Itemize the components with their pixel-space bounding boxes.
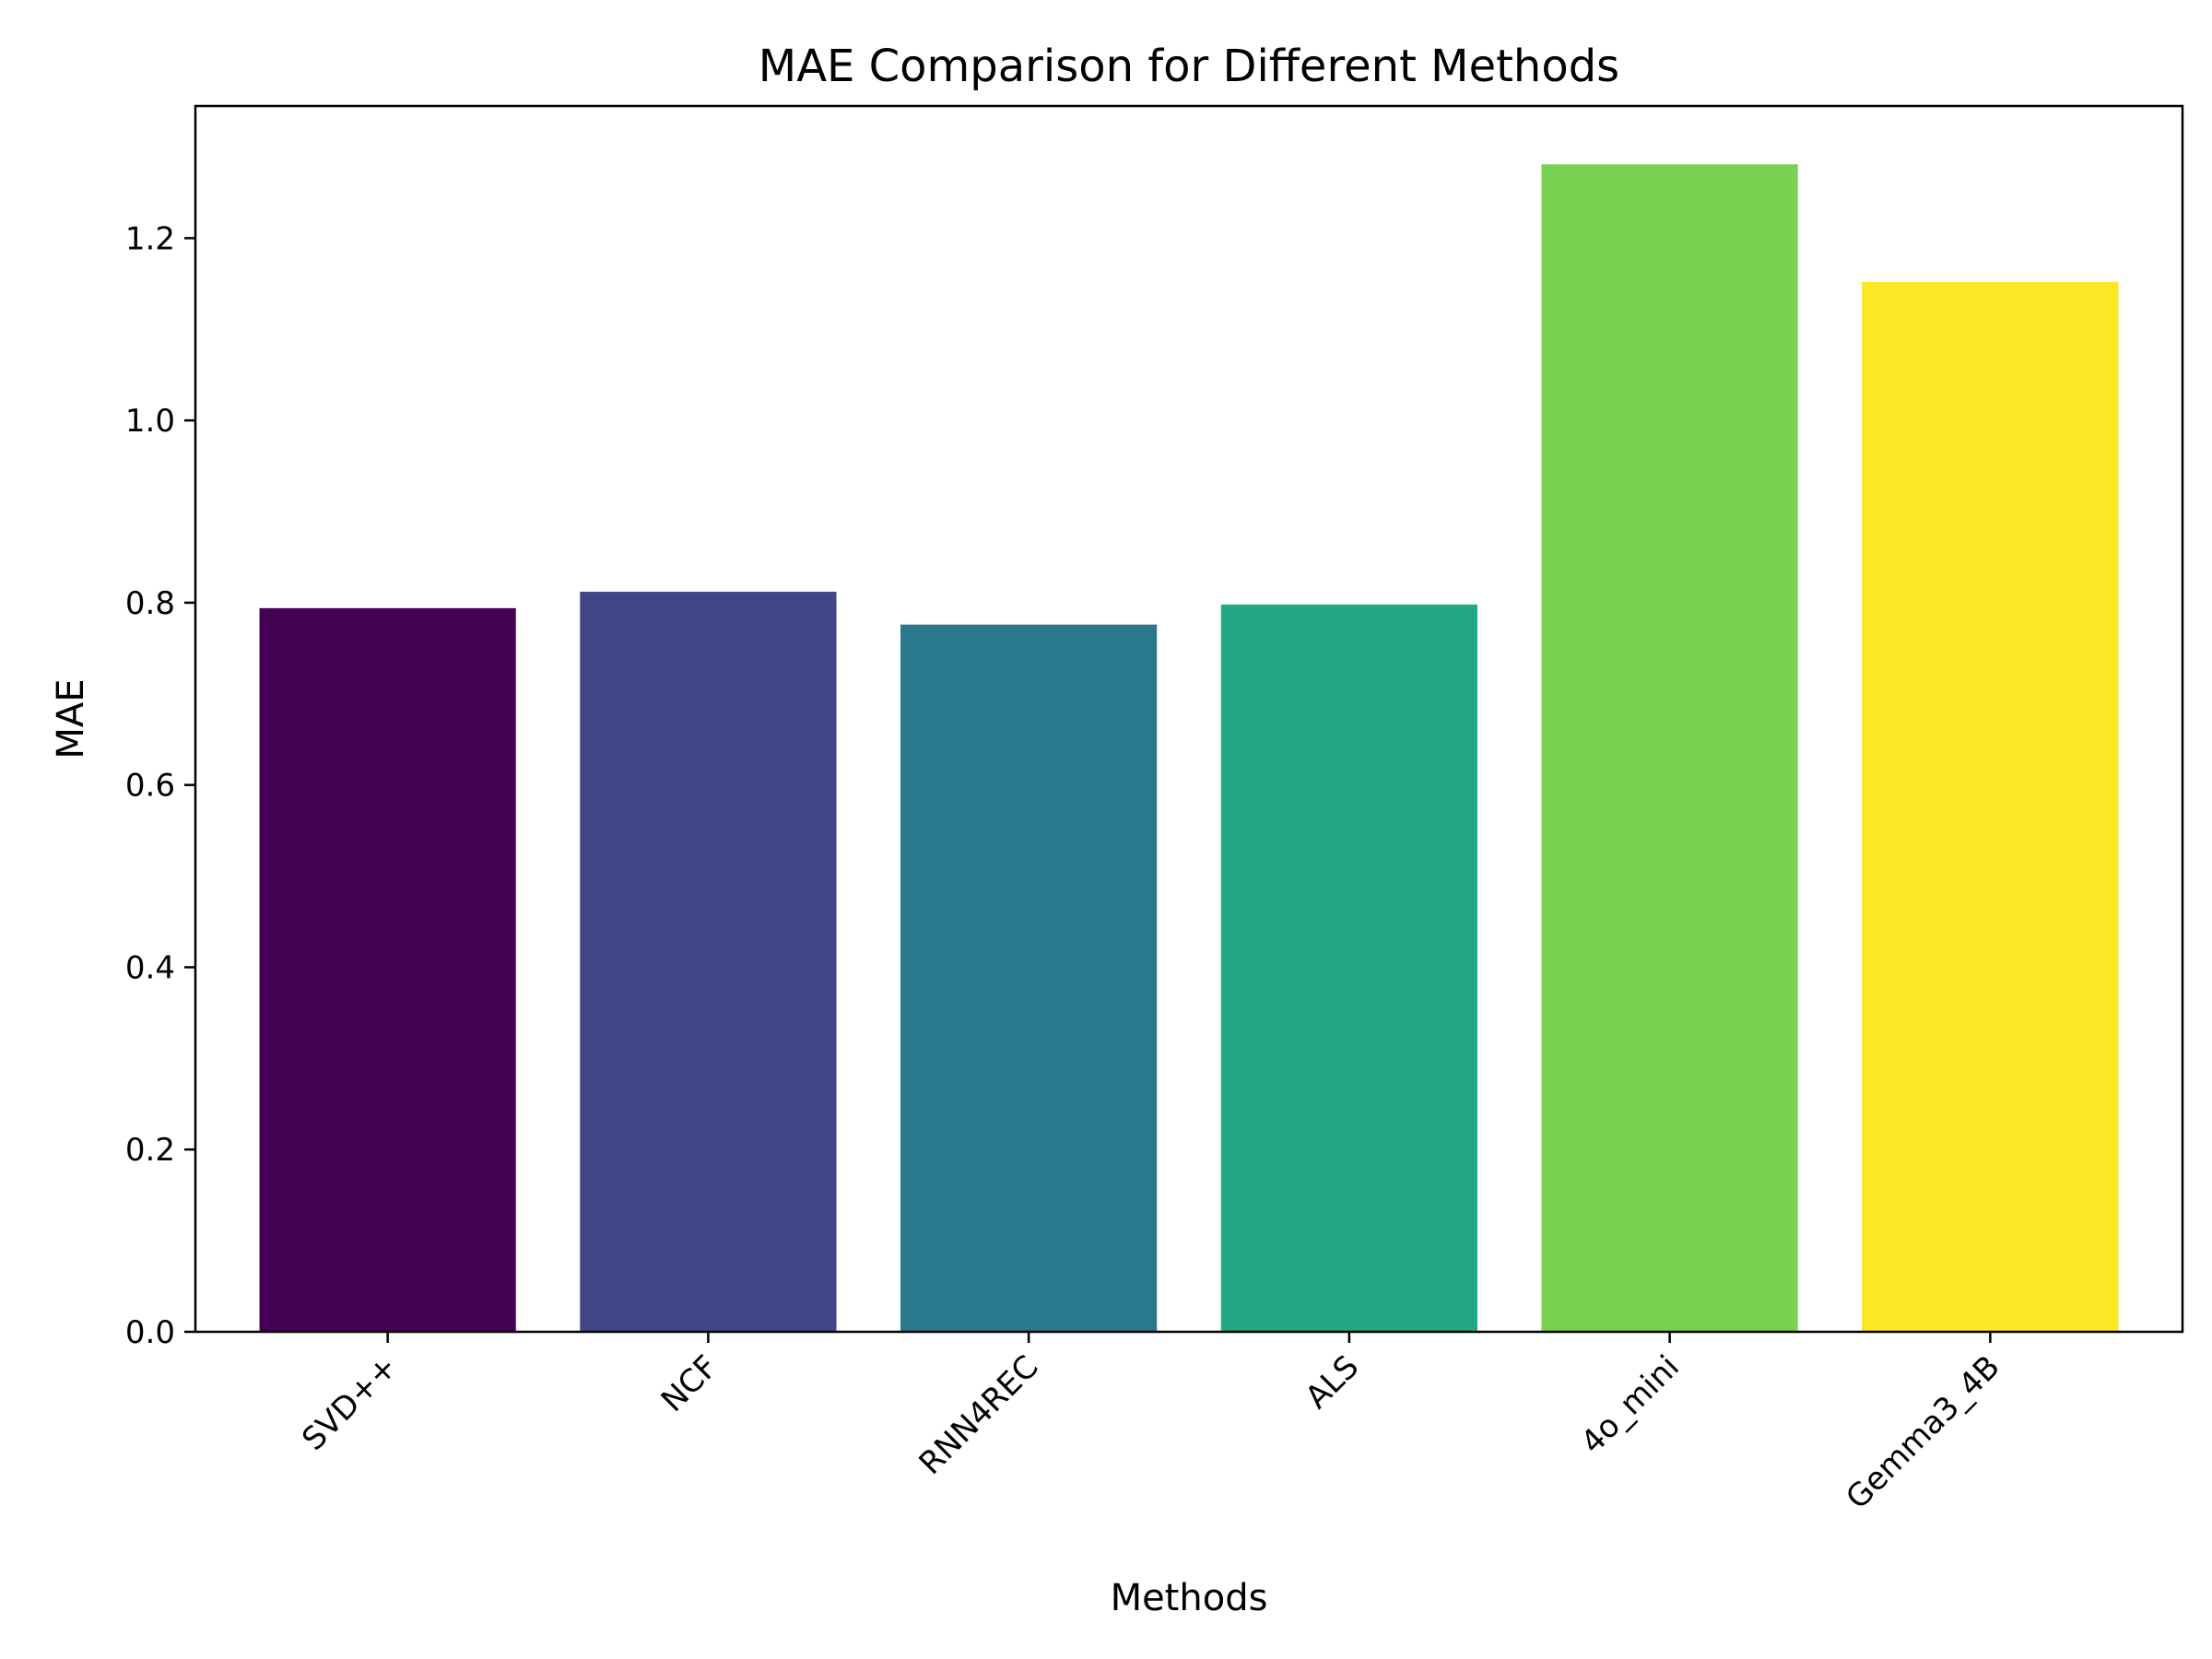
x-tick-label: 4o_mini [1574,1348,1687,1461]
bar-svd- [259,607,516,1332]
x-tick-label: ALS [1299,1348,1366,1416]
y-tick-label: 1.0 [125,403,175,440]
x-tick-label: SVD++ [295,1348,405,1458]
y-axis-label: MAE [50,678,92,759]
x-tick-label: RNN4REC [912,1348,1046,1482]
bars-group [259,164,2119,1332]
y-axis-ticks: 0.0 0.2 0.4 0.6 0.8 1.0 1.2 [125,220,195,1351]
x-tick-label: NCF [654,1348,725,1419]
bar-ncf [580,592,837,1332]
plot-area-frame [194,104,2184,1334]
y-tick-label: 0.8 [125,585,175,622]
y-tick-label: 1.2 [125,220,175,257]
x-tick-label: Gemma3_4B [1839,1348,2006,1516]
bar-4o-mini [1541,164,1798,1332]
y-tick-label: 0.2 [125,1132,175,1169]
bar-gemma3-4b [1862,281,2119,1332]
chart-title: MAE Comparison for Different Methods [759,41,1619,92]
y-tick-label: 0.6 [125,768,175,805]
y-tick-label: 0.4 [125,949,175,986]
bar-als [1220,604,1477,1332]
x-axis-label: Methods [1111,1577,1268,1619]
x-axis-ticks: SVD++ NCF RNN4REC ALS 4o_mini Gemma3_4B [295,1332,2007,1516]
bar-rnn4rec [900,624,1158,1332]
y-tick-label: 0.0 [125,1314,175,1351]
